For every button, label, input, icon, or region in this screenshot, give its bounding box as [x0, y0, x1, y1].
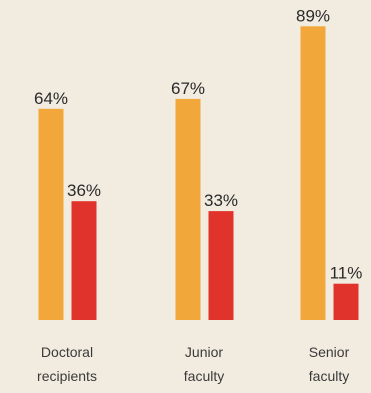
category-label-1-line-2: recipients: [37, 368, 97, 384]
category-label-3-line-2: faculty: [309, 368, 349, 384]
bars-group: [38, 26, 359, 321]
bar-series1-cat2: [175, 98, 201, 321]
value-label-series1-cat3: 89%: [296, 6, 330, 25]
bar-series1-cat3: [300, 26, 326, 321]
value-label-series2-cat1: 36%: [67, 181, 101, 200]
category-label-3-line-1: Senior: [309, 344, 350, 360]
value-labels-group: 64% 36% 67% 33% 89% 11%: [34, 6, 362, 282]
category-label-2-line-2: faculty: [184, 368, 224, 384]
category-labels-group: Doctoral recipients Junior faculty Senior fac…: [37, 344, 350, 384]
bar-series2-cat1: [71, 201, 97, 320]
bar-series2-cat2: [208, 211, 234, 320]
category-label-2-line-1: Junior: [185, 344, 223, 360]
value-label-series1-cat1: 64%: [34, 89, 68, 108]
value-label-series2-cat3: 11%: [330, 264, 363, 283]
category-label-1-line-1: Doctoral: [41, 344, 93, 360]
value-label-series1-cat2: 67%: [171, 79, 205, 98]
bar-series1-cat1: [38, 108, 64, 320]
value-label-series2-cat2: 33%: [204, 191, 238, 210]
bar-series2-cat3: [333, 283, 359, 320]
